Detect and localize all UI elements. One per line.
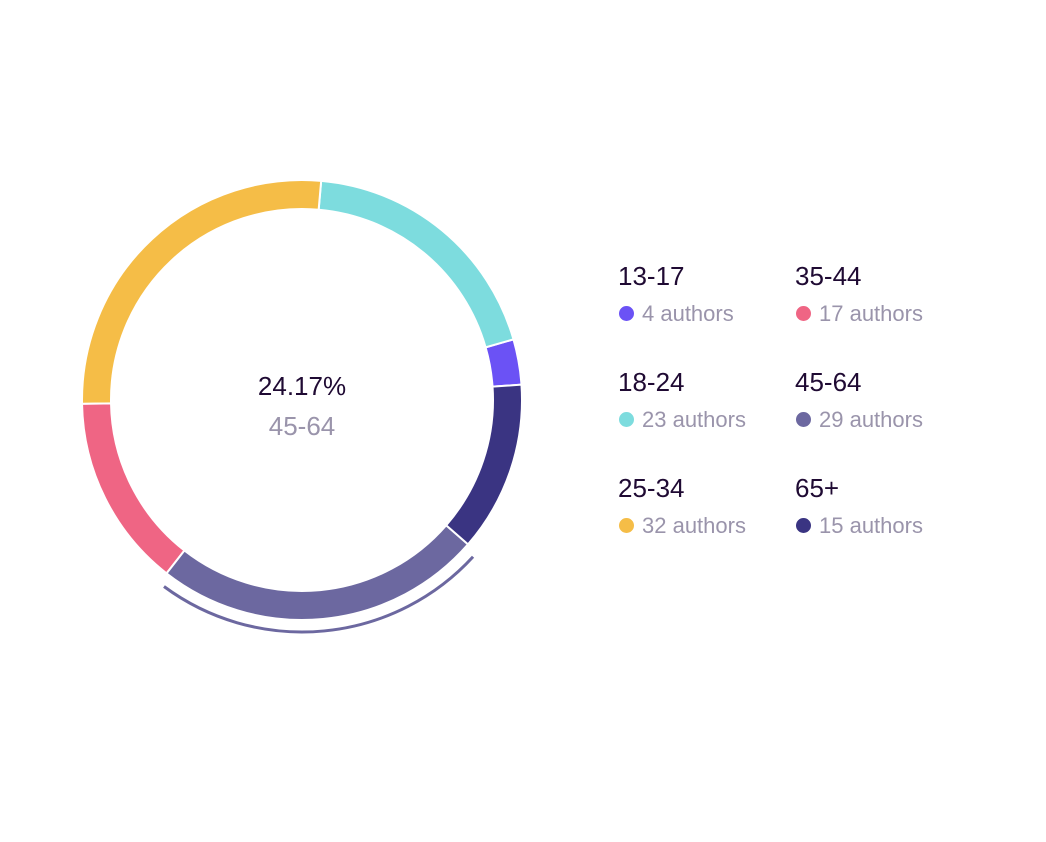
legend-count: 32 authors	[642, 513, 746, 538]
legend-label: 25-34	[618, 473, 685, 503]
legend-label: 13-17	[618, 261, 685, 291]
donut-slice-18-24[interactable]	[317, 179, 515, 349]
donut-slice-45-64[interactable]	[165, 523, 470, 621]
legend-label: 35-44	[795, 261, 862, 291]
legend-count: 29 authors	[819, 407, 923, 432]
legend-count: 4 authors	[642, 301, 734, 326]
highlight-arc	[163, 555, 475, 634]
legend-count: 17 authors	[819, 301, 923, 326]
legend-item-45-64[interactable]: 45-64 29 authors	[795, 364, 972, 470]
legend-label: 18-24	[618, 367, 685, 397]
legend-dot-icon	[619, 518, 634, 533]
legend-dot-icon	[796, 412, 811, 427]
legend-item-35-44[interactable]: 35-44 17 authors	[795, 258, 972, 364]
center-label: 45-64	[268, 411, 336, 441]
legend-label: 65+	[795, 473, 840, 503]
donut-slice-35-44[interactable]	[81, 402, 186, 575]
center-value: 24.17%	[257, 371, 347, 401]
legend-item-65-plus[interactable]: 65+ 15 authors	[795, 470, 972, 576]
legend-item-18-24[interactable]: 18-24 23 authors	[618, 364, 795, 470]
legend-label: 45-64	[795, 367, 862, 397]
legend: 13-17 4 authors 18-24 23 authors 25-34 3…	[618, 258, 972, 576]
legend-item-13-17[interactable]: 13-17 4 authors	[618, 258, 795, 364]
legend-dot-icon	[796, 306, 811, 321]
legend-count: 15 authors	[819, 513, 923, 538]
legend-dot-icon	[619, 412, 634, 427]
legend-count: 23 authors	[642, 407, 746, 432]
legend-dot-icon	[619, 306, 634, 321]
donut-slice-65-plus[interactable]	[444, 383, 523, 546]
legend-item-25-34[interactable]: 25-34 32 authors	[618, 470, 795, 576]
legend-dot-icon	[796, 518, 811, 533]
